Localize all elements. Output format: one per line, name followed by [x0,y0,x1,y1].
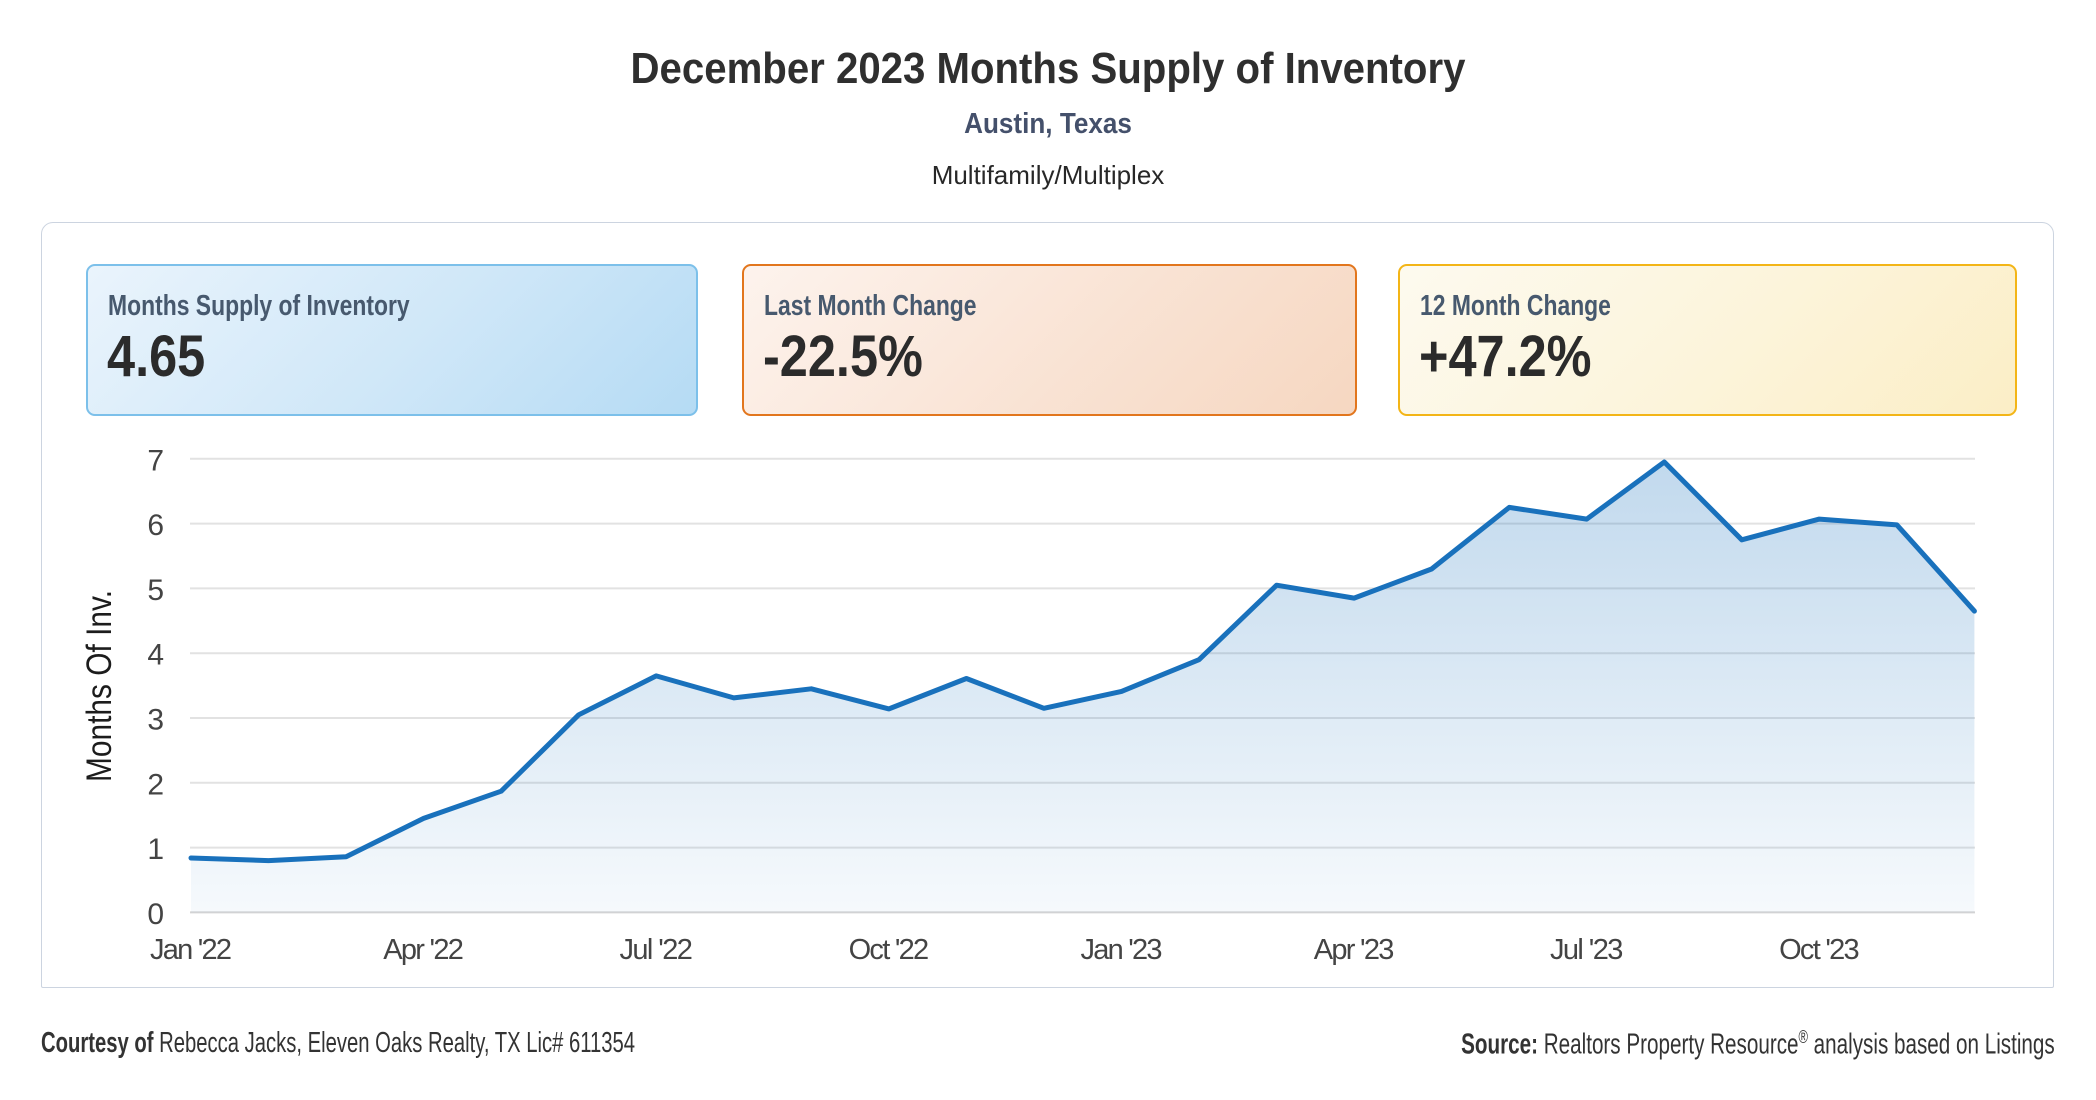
svg-text:6: 6 [147,509,164,542]
svg-text:2: 2 [147,768,164,801]
svg-text:Jan '22: Jan '22 [150,934,232,966]
svg-text:Apr '22: Apr '22 [383,934,464,966]
svg-text:5: 5 [147,574,164,607]
svg-text:Months Of Inv.: Months Of Inv. [80,590,119,782]
svg-text:Apr '23: Apr '23 [1314,934,1395,966]
svg-text:Oct '23: Oct '23 [1779,934,1860,966]
svg-text:0: 0 [147,898,164,931]
svg-text:4: 4 [147,639,164,672]
svg-text:3: 3 [147,704,164,737]
svg-text:7: 7 [147,444,164,477]
svg-text:1: 1 [147,833,164,866]
svg-text:Oct '22: Oct '22 [849,934,930,966]
svg-text:Jan '23: Jan '23 [1081,934,1163,966]
svg-text:Jul '23: Jul '23 [1550,934,1624,966]
svg-text:Jul '22: Jul '22 [619,934,693,966]
